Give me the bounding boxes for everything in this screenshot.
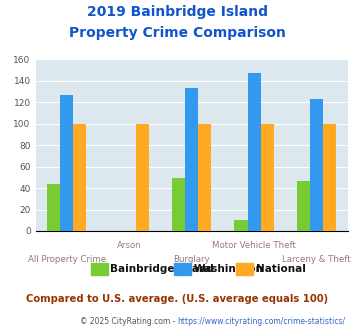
Bar [261,124,274,231]
Text: 2019 Bainbridge Island: 2019 Bainbridge Island [87,5,268,19]
Bar [297,181,310,231]
Bar [172,179,185,231]
Text: Bainbridge Island: Bainbridge Island [110,264,214,274]
Bar [47,184,60,231]
Bar [248,73,261,231]
Bar [235,220,248,231]
Text: Larceny & Theft: Larceny & Theft [282,255,351,264]
Text: © 2025 CityRating.com -: © 2025 CityRating.com - [80,317,178,326]
Text: https://www.cityrating.com/crime-statistics/: https://www.cityrating.com/crime-statist… [178,317,346,326]
Text: Washington: Washington [194,264,264,274]
Text: Compared to U.S. average. (U.S. average equals 100): Compared to U.S. average. (U.S. average … [26,294,329,304]
Bar [185,88,198,231]
Text: Burglary: Burglary [173,255,210,264]
Text: Property Crime Comparison: Property Crime Comparison [69,26,286,40]
Bar [73,124,86,231]
Bar [60,95,73,231]
Bar [310,99,323,231]
Bar [198,124,211,231]
Text: All Property Crime: All Property Crime [28,255,106,264]
Bar [323,124,336,231]
Bar [136,124,149,231]
Text: Arson: Arson [117,241,142,250]
Text: National: National [256,264,306,274]
Text: Motor Vehicle Theft: Motor Vehicle Theft [212,241,296,250]
